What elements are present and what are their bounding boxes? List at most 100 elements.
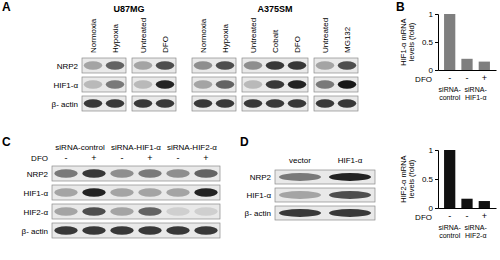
row-label: β- actin xyxy=(245,209,271,218)
group-title: siRNA-control xyxy=(55,143,105,152)
tick-mark xyxy=(435,70,438,71)
tick-mark xyxy=(435,179,438,180)
panel-label: C xyxy=(2,135,11,149)
blot-strip xyxy=(192,58,236,73)
band xyxy=(106,61,124,69)
band xyxy=(54,226,78,234)
lane-label: + xyxy=(91,153,96,163)
band xyxy=(134,61,152,69)
lane-label: + xyxy=(203,153,208,163)
tick-label: - xyxy=(466,211,469,221)
band xyxy=(156,80,174,88)
lane-label: + xyxy=(147,153,152,163)
blot-strip xyxy=(82,96,126,111)
group-label: control xyxy=(439,94,460,101)
tick-label: - xyxy=(448,211,451,221)
band xyxy=(110,169,134,177)
tick-label: 1 xyxy=(429,146,434,155)
group-title: siRNA-HIF1-α xyxy=(111,143,161,152)
band xyxy=(166,169,190,177)
figure: ABCDNRP2HIF1-αβ- actinNormoxiaHypoxiaUnt… xyxy=(0,0,500,260)
band xyxy=(288,99,306,107)
blot-strip xyxy=(52,166,220,181)
band xyxy=(316,99,334,107)
band xyxy=(244,99,262,107)
band xyxy=(194,207,218,215)
band xyxy=(279,191,321,199)
lane-label: - xyxy=(121,153,124,163)
bar xyxy=(461,199,472,208)
axis-title: DFO xyxy=(415,75,432,84)
band xyxy=(84,99,102,107)
row-label: β- actin xyxy=(52,100,78,109)
x-axis: --+ xyxy=(439,70,497,83)
panel-c: siRNA-control-+siRNA-HIF1-α-+siRNA-HIF2-… xyxy=(22,143,220,238)
band xyxy=(288,61,306,69)
lane-label: Untreated xyxy=(321,18,330,53)
bar xyxy=(479,62,490,70)
group-label: siRNA- xyxy=(439,86,462,93)
y-axis: 00.51 xyxy=(422,146,439,213)
group-label: siRNA- xyxy=(465,224,488,231)
row-label: HIF1-α xyxy=(23,189,48,198)
lane-label: Untreated xyxy=(139,18,148,53)
band xyxy=(82,207,106,215)
band xyxy=(106,99,124,107)
band xyxy=(329,191,371,199)
tick-label: 0 xyxy=(429,66,434,75)
tick-label: 0 xyxy=(429,204,434,213)
group-label: control xyxy=(439,232,460,239)
band xyxy=(166,188,190,196)
bars xyxy=(444,14,490,70)
axis-line xyxy=(439,208,497,209)
tick-mark xyxy=(435,42,438,43)
band xyxy=(194,188,218,196)
band xyxy=(82,226,106,234)
x-axis: - - + xyxy=(439,208,497,221)
band xyxy=(54,188,78,196)
lane-label: Normoxia xyxy=(89,18,98,53)
panel-label: A xyxy=(2,0,11,14)
band xyxy=(279,173,321,181)
group-title: siRNA-HIF2-α xyxy=(167,143,217,152)
axis-title: levels (fold) xyxy=(407,22,416,61)
tick-mark xyxy=(435,14,438,15)
bar xyxy=(479,201,490,208)
axis-title: levels (fold) xyxy=(407,159,416,198)
tick-label: 1 xyxy=(429,10,434,19)
band xyxy=(266,61,284,69)
group-title: U87MG xyxy=(113,4,144,14)
axis-line xyxy=(435,15,439,71)
lane-label: Untreated xyxy=(249,18,258,53)
axis-line xyxy=(439,70,497,71)
band xyxy=(110,188,134,196)
panel-d: vectorHIF1-αNRP2HIF1-αβ- actin xyxy=(245,156,375,220)
band xyxy=(194,99,212,107)
tick: 0.5 xyxy=(422,175,438,184)
band xyxy=(138,188,162,196)
band xyxy=(244,61,262,69)
bar xyxy=(461,59,472,70)
tick-label: - xyxy=(466,73,469,83)
band xyxy=(194,226,218,234)
band xyxy=(166,207,190,215)
tick: + xyxy=(482,208,487,221)
group-label: HIF1-α xyxy=(465,94,487,101)
row-label: NRP2 xyxy=(250,173,272,182)
band xyxy=(266,99,284,107)
band xyxy=(329,209,371,217)
group-label: HIF2-α xyxy=(465,232,487,239)
blot-strip xyxy=(52,223,220,238)
bars xyxy=(444,150,490,208)
lane-label: MG132 xyxy=(343,26,352,53)
band xyxy=(288,80,306,88)
blot-strip xyxy=(314,77,358,92)
blot-strip xyxy=(132,96,176,111)
lane-label: vector xyxy=(289,156,311,165)
blot-strip xyxy=(132,58,176,73)
band xyxy=(329,173,371,181)
lane-label: Normoxia xyxy=(199,18,208,53)
blot-strip xyxy=(82,77,126,92)
blot-strip xyxy=(242,77,308,92)
lane-label: DFO xyxy=(161,36,170,53)
